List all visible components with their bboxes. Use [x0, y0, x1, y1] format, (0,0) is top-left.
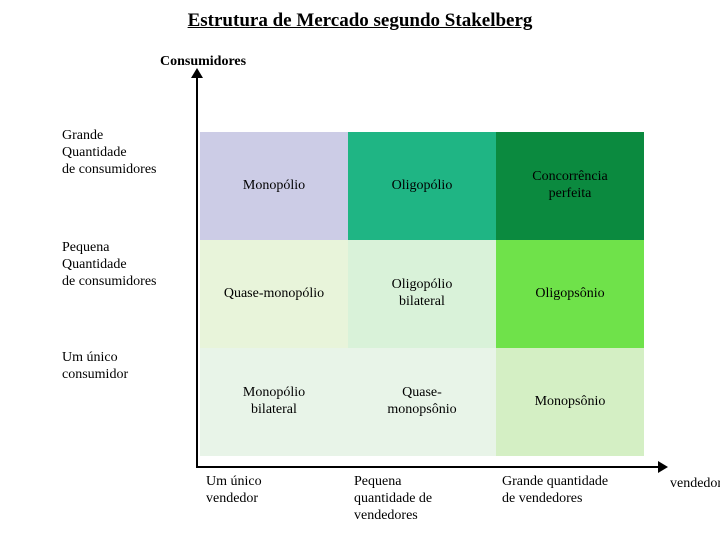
page-title: Estrutura de Mercado segundo Stakelberg — [0, 10, 720, 32]
row-label: Um único consumidor — [62, 350, 128, 384]
row-label: Grande Quantidade de consumidores — [62, 128, 156, 178]
grid-cell: Oligopólio — [348, 132, 496, 240]
y-axis-arrow-icon — [191, 68, 203, 78]
y-axis-label: Consumidores — [160, 54, 246, 70]
grid-cell: Monopólio — [200, 132, 348, 240]
x-axis-line — [196, 466, 660, 468]
col-label: Grande quantidade de vendedores — [496, 474, 644, 524]
grid-cell: Monopólio bilateral — [200, 348, 348, 456]
grid-row: Quase-monopólioOligopólio bilateralOligo… — [200, 240, 644, 348]
grid-row: MonopólioOligopólioConcorrência perfeita — [200, 132, 644, 240]
col-labels: Um único vendedorPequena quantidade de v… — [200, 474, 644, 524]
x-axis-arrow-icon — [658, 461, 668, 473]
grid-cell: Quase- monopsônio — [348, 348, 496, 456]
market-grid: MonopólioOligopólioConcorrência perfeita… — [200, 132, 644, 456]
x-axis-label: vendedores — [670, 476, 720, 492]
grid-row: Monopólio bilateralQuase- monopsônioMono… — [200, 348, 644, 456]
grid-cell: Quase-monopólio — [200, 240, 348, 348]
grid-cell: Oligopsônio — [496, 240, 644, 348]
col-label: Um único vendedor — [200, 474, 348, 524]
y-axis-line — [196, 74, 198, 468]
grid-cell: Oligopólio bilateral — [348, 240, 496, 348]
row-label: Pequena Quantidade de consumidores — [62, 240, 156, 290]
grid-cell: Monopsônio — [496, 348, 644, 456]
grid-cell: Concorrência perfeita — [496, 132, 644, 240]
col-label: Pequena quantidade de vendedores — [348, 474, 496, 524]
